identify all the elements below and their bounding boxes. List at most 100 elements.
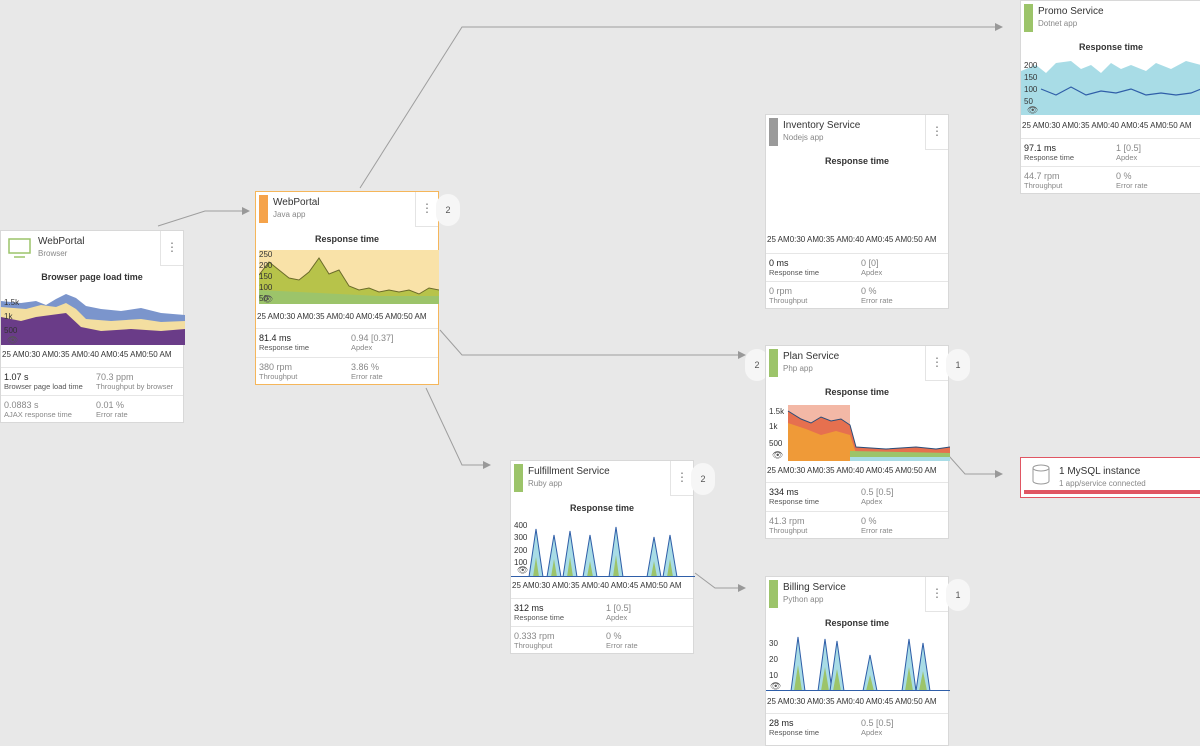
response-time-chart: [511, 526, 695, 577]
node-type: Nodejs app: [783, 133, 824, 142]
eye-icon[interactable]: 👁: [517, 565, 529, 575]
chart-title: Response time: [569, 503, 635, 513]
metric-value: 1 [0.5]: [606, 603, 632, 613]
node-name: Promo Service: [1038, 6, 1104, 17]
time-tick: 0:40 AM: [83, 350, 113, 359]
node-name: WebPortal: [38, 236, 85, 247]
time-tick: 0:35 AM: [819, 697, 849, 706]
y-tick: 30: [769, 639, 778, 648]
metric-label: Throughput: [769, 526, 808, 535]
y-tick: 100: [259, 283, 273, 292]
node-webportal-java[interactable]: WebPortal Java app ⋮ Response time 250 2…: [255, 191, 439, 385]
y-tick: 1k: [769, 422, 778, 431]
connection-count-badge[interactable]: 2: [691, 463, 715, 495]
metric-label: Throughput by browser: [96, 382, 174, 391]
node-menu-button[interactable]: ⋮: [415, 192, 438, 227]
time-tick: 0:40 AM: [1103, 121, 1133, 130]
node-name: 1 MySQL instance: [1059, 466, 1141, 477]
metric-value: 0.5 [0.5]: [861, 718, 894, 728]
node-mysql-instance[interactable]: 1 MySQL instance 1 app/service connected: [1020, 457, 1200, 498]
y-tick: 1.5k: [4, 298, 20, 307]
time-tick: 0:50 AM: [142, 350, 172, 359]
app-color-bar: [769, 349, 778, 377]
time-tick: 25 AM: [1022, 121, 1045, 130]
metric-label: Error rate: [606, 641, 638, 650]
time-tick: 0:45 AM: [112, 350, 143, 359]
y-tick: 500: [769, 439, 783, 448]
node-webportal-browser[interactable]: WebPortal Browser ⋮ Browser page load ti…: [0, 230, 185, 423]
node-menu-button[interactable]: ⋮: [925, 346, 948, 381]
node-type: Python app: [783, 595, 824, 604]
node-fulfillment-service[interactable]: Fulfillment Service Ruby app ⋮ Response …: [510, 460, 695, 655]
metric-label: Error rate: [861, 296, 893, 305]
node-menu-button[interactable]: ⋮: [160, 231, 183, 266]
node-menu-button[interactable]: ⋮: [925, 577, 948, 612]
node-name: Billing Service: [783, 582, 846, 593]
node-header: Billing Service Python app ⋮: [766, 577, 948, 617]
y-tick: 200: [514, 546, 528, 555]
time-tick: 25 AM: [257, 312, 280, 321]
connection-count-badge[interactable]: 2: [436, 194, 460, 226]
node-type: Php app: [783, 364, 813, 373]
node-menu-button[interactable]: ⋮: [925, 115, 948, 150]
metric-value: 1.07 s: [4, 372, 29, 382]
y-tick: 100: [514, 558, 528, 567]
y-tick: 400: [514, 521, 528, 530]
chart-title: Response time: [314, 234, 380, 244]
connection-count-badge[interactable]: 1: [946, 579, 970, 611]
metric-value: 70.3 ppm: [96, 372, 134, 382]
eye-icon[interactable]: 👁: [7, 335, 19, 345]
node-header: Inventory Service Nodejs app ⋮: [766, 115, 948, 155]
metric-value: 0.333 rpm: [514, 631, 555, 641]
app-color-bar: [769, 118, 778, 146]
metric-label: AJAX response time: [4, 410, 72, 419]
time-tick: 0:45 AM: [877, 466, 908, 475]
time-tick: 0:35 AM: [1074, 121, 1104, 130]
y-tick: 150: [1024, 73, 1038, 82]
connection-count-badge[interactable]: 1: [946, 349, 970, 381]
metric-label: Apdex: [861, 497, 883, 506]
metrics-row: 0 rpm Throughput 0 % Error rate: [766, 281, 948, 310]
y-tick: 250: [259, 250, 273, 259]
metrics-row: 334 ms Response time 0.5 [0.5] Apdex: [766, 482, 948, 511]
time-tick: 0:50 AM: [907, 697, 937, 706]
node-billing-service[interactable]: Billing Service Python app ⋮ Response ti…: [765, 576, 950, 746]
metrics-row: 0 ms Response time 0 [0] Apdex: [766, 253, 948, 282]
time-tick: 25 AM: [2, 350, 25, 359]
chart-title: Response time: [824, 156, 890, 166]
response-time-chart: [787, 405, 950, 461]
metric-value: 0 %: [1116, 171, 1132, 181]
time-tick: 0:40 AM: [848, 235, 878, 244]
node-inventory-service[interactable]: Inventory Service Nodejs app ⋮ Response …: [765, 114, 949, 309]
metric-label: Response time: [514, 613, 565, 622]
node-promo-service[interactable]: Promo Service Dotnet app Response time 2…: [1020, 0, 1200, 194]
y-tick: 200: [1024, 61, 1038, 70]
time-tick: 0:45 AM: [1132, 121, 1163, 130]
node-name: Inventory Service: [783, 120, 861, 131]
time-tick: 0:40 AM: [848, 466, 878, 475]
response-time-chart: [1021, 61, 1200, 115]
metric-label: Browser page load time: [4, 382, 83, 391]
node-type: Java app: [273, 210, 306, 219]
metrics-row: 1.07 s Browser page load time 70.3 ppm Thr…: [1, 367, 183, 396]
eye-icon[interactable]: 👁: [1027, 105, 1039, 115]
eye-icon[interactable]: 👁: [262, 294, 274, 304]
metrics-row: 0.333 rpm Throughput 0 % Error rate: [511, 626, 693, 655]
node-plan-service[interactable]: Plan Service Php app ⋮ Response time 1.5…: [765, 345, 950, 539]
chart-title: Response time: [1078, 42, 1144, 52]
time-tick: 25 AM: [767, 235, 790, 244]
eye-icon[interactable]: 👁: [770, 681, 782, 691]
metric-label: Response time: [1024, 153, 1075, 162]
time-tick: 0:40 AM: [848, 697, 878, 706]
time-tick: 0:50 AM: [652, 581, 682, 590]
metric-value: 3.86 %: [351, 362, 380, 372]
metric-value: 0.01 %: [96, 400, 125, 410]
metric-label: Apdex: [861, 268, 883, 277]
node-menu-button[interactable]: ⋮: [670, 461, 693, 496]
database-icon: [1032, 464, 1050, 485]
time-tick: 0:50 AM: [1162, 121, 1192, 130]
eye-icon[interactable]: 👁: [772, 450, 784, 460]
metric-label: Response time: [769, 497, 820, 506]
metric-value: 0 %: [606, 631, 622, 641]
node-type: Dotnet app: [1038, 19, 1078, 28]
